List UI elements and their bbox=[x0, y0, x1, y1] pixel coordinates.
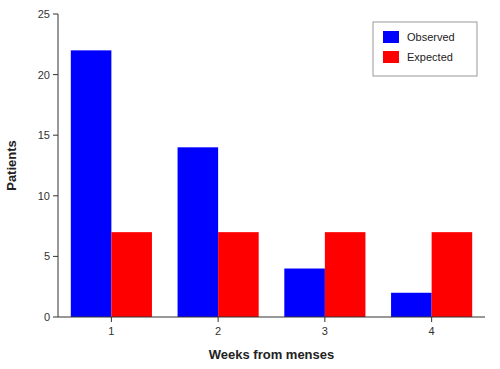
y-tick-label: 5 bbox=[44, 250, 50, 262]
x-tick bbox=[111, 317, 112, 322]
y-tick-label: 25 bbox=[38, 8, 50, 20]
x-tick-label: 1 bbox=[108, 325, 114, 337]
legend-swatch bbox=[383, 51, 399, 63]
legend-box bbox=[373, 22, 477, 76]
bar bbox=[432, 232, 473, 317]
legend: Observed Expected bbox=[373, 22, 477, 76]
bar bbox=[325, 232, 366, 317]
y-tick bbox=[53, 135, 58, 136]
bar bbox=[111, 232, 152, 317]
y-tick bbox=[53, 74, 58, 75]
bar bbox=[178, 147, 219, 317]
bar bbox=[218, 232, 259, 317]
bar bbox=[71, 50, 112, 317]
legend-label: Expected bbox=[407, 51, 453, 63]
y-tick bbox=[53, 195, 58, 196]
legend-swatch bbox=[383, 31, 399, 43]
x-tick-label: 3 bbox=[322, 325, 328, 337]
y-tick-label: 20 bbox=[38, 69, 50, 81]
x-tick bbox=[431, 317, 432, 322]
bar bbox=[391, 293, 432, 317]
x-tick bbox=[218, 317, 219, 322]
x-tick-label: 2 bbox=[215, 325, 221, 337]
bars bbox=[71, 50, 472, 317]
y-tick-label: 0 bbox=[44, 311, 50, 323]
x-tick bbox=[324, 317, 325, 322]
y-tick bbox=[53, 256, 58, 257]
x-tick-label: 4 bbox=[429, 325, 435, 337]
y-tick-label: 10 bbox=[38, 190, 50, 202]
y-axis-line bbox=[58, 14, 59, 317]
bar bbox=[284, 269, 325, 317]
y-tick bbox=[53, 317, 58, 318]
legend-label: Observed bbox=[407, 31, 455, 43]
y-tick bbox=[53, 14, 58, 15]
chart-container: 0 5 10 15 20 25 1 2 3 4 Weeks from menses Patients O… bbox=[0, 0, 500, 369]
y-tick-label: 15 bbox=[38, 129, 50, 141]
y-axis-label: Patients bbox=[4, 140, 19, 191]
x-axis-label: Weeks from menses bbox=[209, 347, 335, 362]
x-axis-line bbox=[58, 317, 485, 318]
chart: 0 5 10 15 20 25 1 2 3 4 Weeks from menses Patients O… bbox=[0, 0, 500, 369]
